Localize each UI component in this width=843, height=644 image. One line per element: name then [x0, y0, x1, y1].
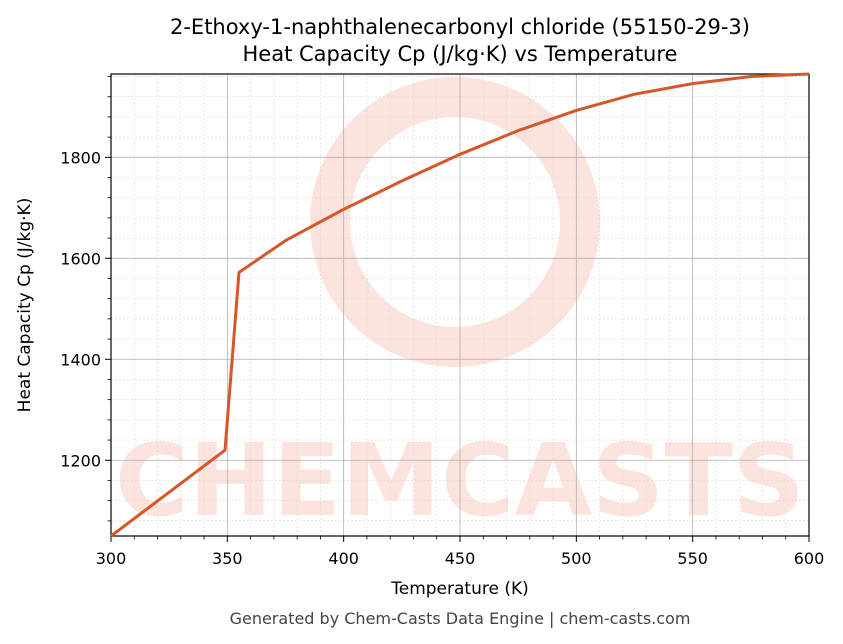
y-axis-label: Heat Capacity Cp (J/kg·K): [15, 198, 35, 413]
y-tick-label: 1600: [60, 249, 101, 268]
axis-ticks: 300 350 400 450 500 550 600 1200 1400 1600 1800: [60, 76, 825, 568]
series-line: [110, 72, 810, 538]
x-axis-label: Temperature (K): [390, 579, 529, 599]
y-tick-label: 1200: [60, 451, 101, 470]
chart-title-line2: Heat Capacity Cp (J/kg·K) vs Temperature: [243, 42, 678, 66]
y-tick-label: 1800: [60, 148, 101, 167]
x-tick-label: 350: [212, 549, 243, 568]
x-tick-label: 500: [561, 549, 592, 568]
x-tick-label: 450: [445, 549, 476, 568]
footer-text: Generated by Chem-Casts Data Engine | ch…: [230, 609, 691, 628]
x-tick-label: 550: [677, 549, 708, 568]
x-tick-label: 300: [96, 549, 127, 568]
series-group: [110, 72, 810, 538]
x-tick-label: 400: [328, 549, 359, 568]
x-tick-label: 600: [794, 549, 825, 568]
y-tick-label: 1400: [60, 350, 101, 369]
chart-title-line1: 2-Ethoxy-1-naphthalenecarbonyl chloride …: [170, 15, 750, 39]
